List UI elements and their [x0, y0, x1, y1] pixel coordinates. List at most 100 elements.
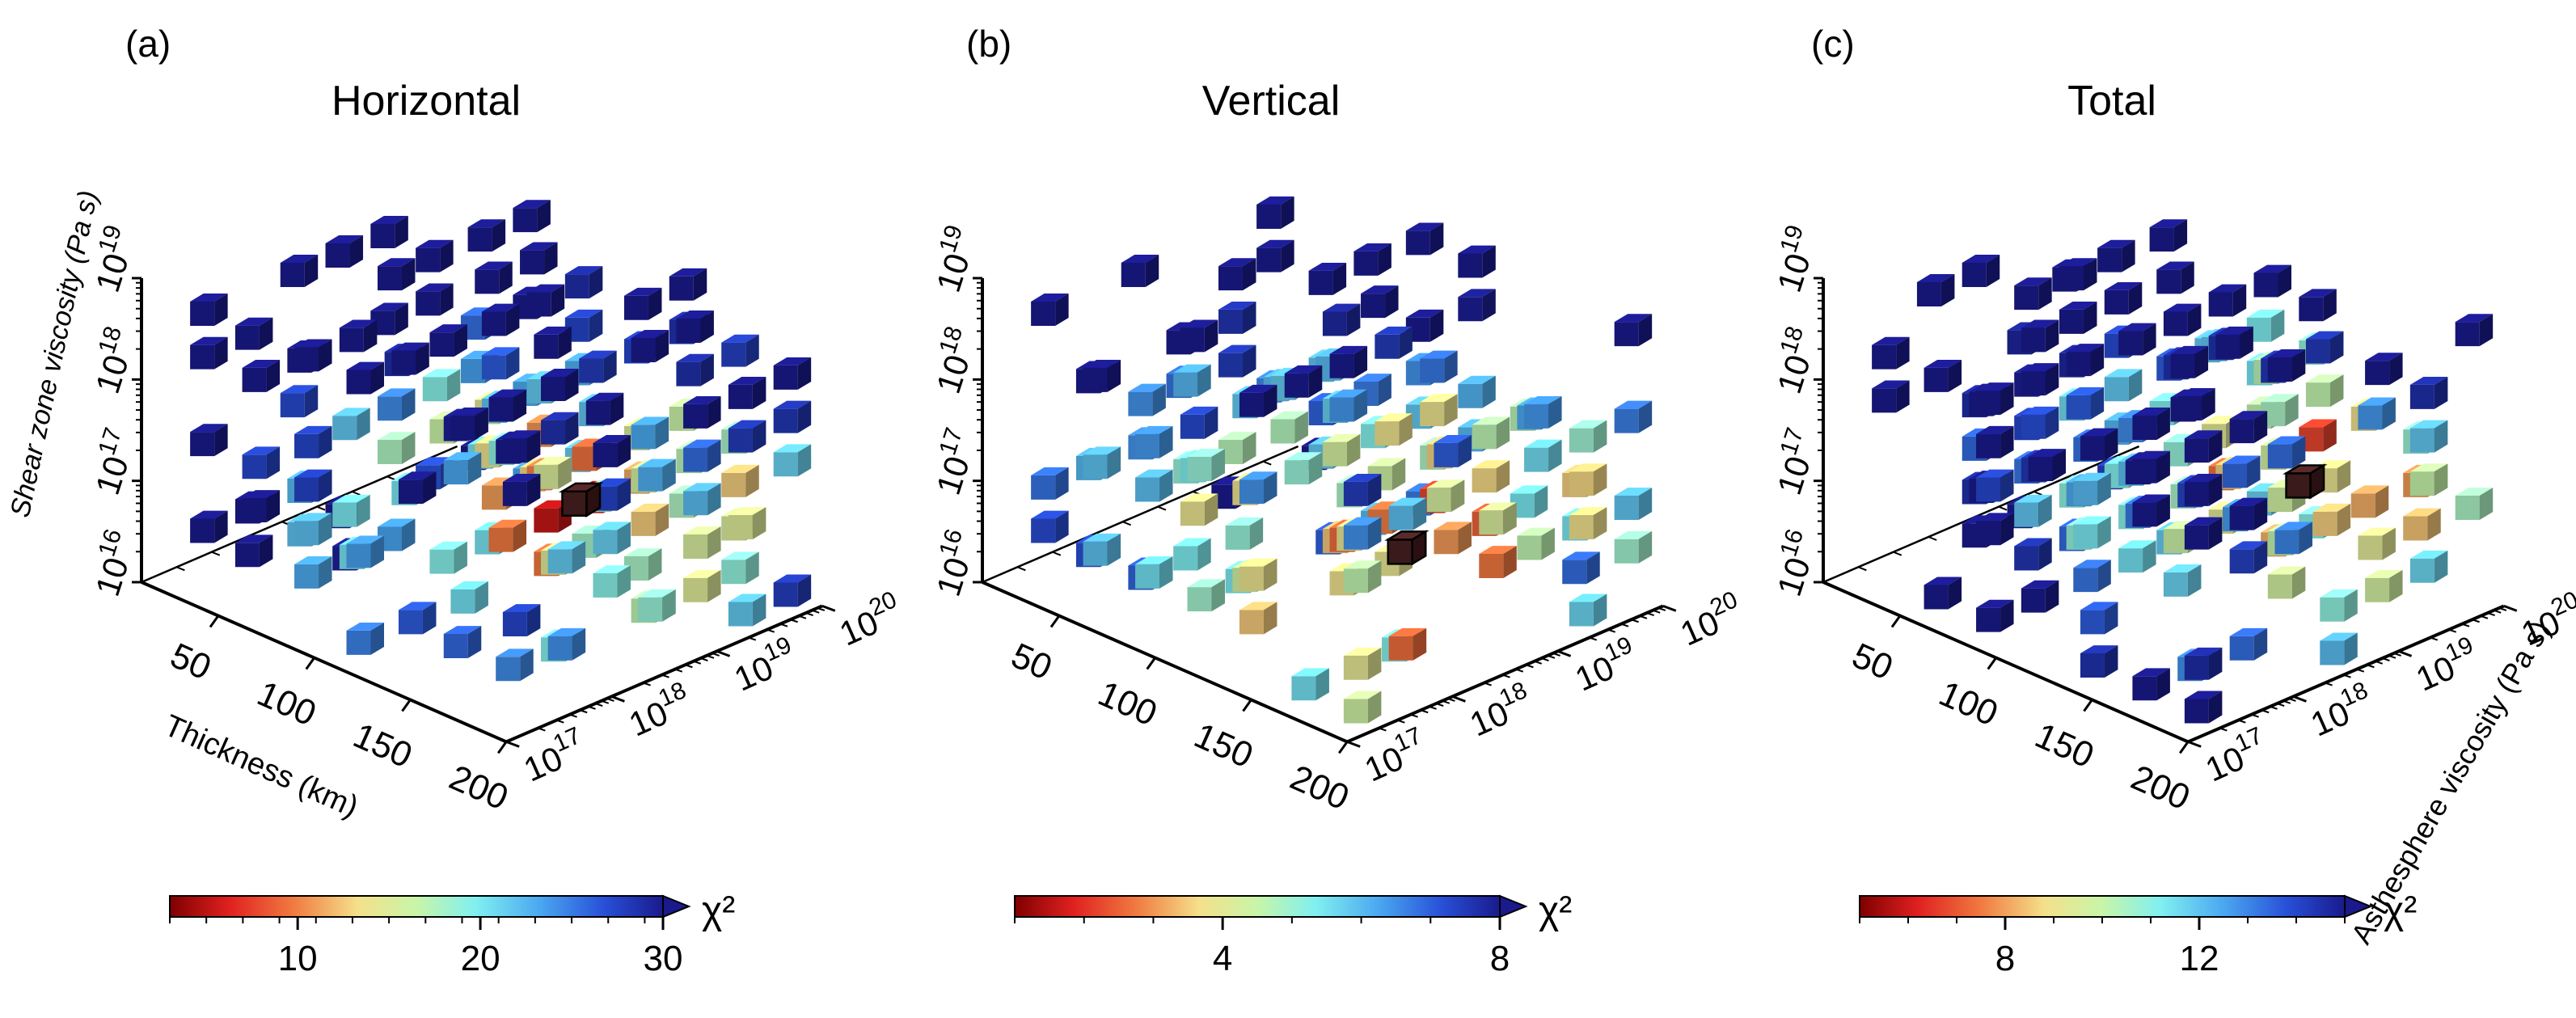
- chi2-cube: [1135, 469, 1173, 502]
- chi2-cube: [1329, 345, 1368, 378]
- chi2-cube: [1458, 375, 1496, 408]
- chi2-cube: [2305, 374, 2344, 408]
- colorbar-symbol: χ²: [2384, 889, 2417, 932]
- chi2-cube: [416, 283, 454, 316]
- chi2-cube: [2267, 349, 2306, 382]
- chi2-cube: [1976, 513, 2014, 546]
- chi2-cube: [1458, 289, 1496, 322]
- chi2-cube: [2246, 309, 2285, 342]
- thickness-tick: [496, 741, 508, 754]
- thickness-tick-label: 150: [348, 716, 418, 776]
- asthenosphere-minor-tick: [805, 612, 813, 617]
- chi2-cube: [190, 424, 228, 457]
- thickness-tick: [1049, 615, 1061, 628]
- chi2-cube: [190, 336, 228, 370]
- asthenosphere-tick: [2503, 604, 2518, 612]
- chi2-cube: [370, 216, 408, 248]
- chi2-cube: [2320, 632, 2358, 665]
- chi2-cube: [2073, 560, 2111, 593]
- chi2-cube: [1343, 647, 1382, 680]
- chi2-cube: [1135, 556, 1173, 589]
- asthenosphere-minor-tick: [1410, 713, 1418, 718]
- asthenosphere-tick: [610, 695, 625, 703]
- best-fit-cube: [1384, 530, 1429, 566]
- chi2-cube: [2028, 449, 2066, 481]
- chi2-cube: [422, 369, 461, 402]
- asthenosphere-minor-tick: [2283, 699, 2291, 704]
- back-axis-tick: [1157, 505, 1167, 511]
- chi2-cube: [541, 412, 579, 445]
- asthenosphere-minor-tick: [643, 682, 651, 686]
- chi2-cube: [2170, 345, 2209, 378]
- chi2-cube: [2223, 455, 2261, 488]
- chi2-cube: [1343, 473, 1382, 506]
- asthenosphere-minor-tick: [2487, 612, 2495, 617]
- asthenosphere-minor-tick: [579, 709, 588, 714]
- chi2-cube: [728, 376, 766, 409]
- cube-cloud: [1872, 219, 2494, 724]
- chi2-cube: [1479, 546, 1517, 579]
- thickness-tick-label: 100: [1933, 674, 2004, 734]
- chi2-cube: [593, 522, 631, 555]
- colorbar: 8 12 χ²: [1859, 889, 2417, 978]
- shear-tick-base: 10: [88, 249, 136, 297]
- chi2-cube: [2021, 406, 2059, 439]
- chi2-cube: [683, 439, 721, 472]
- chi2-cube: [450, 408, 488, 440]
- chi2-cube: [2080, 428, 2118, 461]
- asthenosphere-minor-tick: [1435, 703, 1444, 708]
- chi2-cube: [488, 389, 527, 422]
- chi2-cube: [234, 534, 273, 568]
- colorbar-gradient: [1859, 895, 2346, 918]
- shear-tick-base: 10: [929, 451, 977, 499]
- asthenosphere-minor-tick: [779, 623, 788, 627]
- chi2-cube: [2455, 314, 2494, 347]
- asthenosphere-tick: [716, 649, 731, 657]
- chi2-cube: [2184, 473, 2223, 506]
- chi2-cube: [1083, 446, 1121, 479]
- chi2-cube: [2320, 589, 2358, 622]
- chi2-cube: [2184, 430, 2223, 463]
- asthenosphere-minor-tick: [1646, 612, 1654, 617]
- chi2-cube: [1524, 395, 1562, 429]
- chi2-cube: [1375, 326, 1413, 359]
- panel-horizontal: (a) Horizontal 50 100 150 200 Thickness (km) 10…: [5, 23, 901, 978]
- chi2-cube: [623, 287, 662, 320]
- chi2-cube: [2365, 569, 2403, 602]
- chi2-cube: [1218, 258, 1256, 291]
- chi2-cube: [1308, 262, 1347, 295]
- asthenosphere-minor-tick: [1607, 628, 1616, 633]
- chi2-cube: [721, 334, 759, 367]
- chi2-cube: [502, 430, 541, 463]
- chi2-cube: [502, 604, 541, 637]
- chi2-cube: [2118, 540, 2156, 573]
- colorbar-tick-label: 30: [644, 939, 683, 978]
- chi2-cube: [1388, 627, 1427, 661]
- thickness-tick-label: 200: [2126, 758, 2196, 818]
- chi2-cube: [513, 200, 551, 233]
- chi2-cube: [2132, 494, 2170, 527]
- asthenosphere-axis: [2187, 604, 2505, 744]
- chi2-cube: [1434, 522, 1472, 555]
- chi2-cube: [242, 359, 281, 392]
- back-axis: [141, 445, 458, 584]
- chi2-cube: [683, 569, 721, 602]
- chi2-cube: [2014, 494, 2052, 527]
- thickness-axis: [1822, 581, 2190, 744]
- colorbar-extend-arrow: [1499, 894, 1528, 919]
- chi2-cube: [2080, 645, 2118, 678]
- chi2-cube: [1872, 380, 1910, 413]
- asthenosphere-minor-tick: [748, 636, 757, 641]
- chi2-cube: [190, 510, 228, 543]
- chi2-cube: [2066, 387, 2105, 420]
- chi2-cube: [2229, 627, 2268, 661]
- back-axis-tick: [316, 505, 326, 511]
- chi2-cube: [669, 268, 707, 301]
- asthenosphere-minor-tick: [2270, 705, 2278, 710]
- asthenosphere-minor-tick: [2356, 668, 2365, 673]
- asthenosphere-minor-tick: [1547, 654, 1556, 659]
